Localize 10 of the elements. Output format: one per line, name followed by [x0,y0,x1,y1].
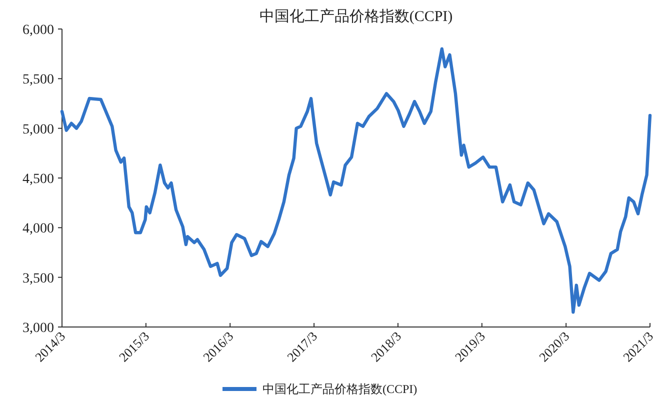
y-tick-label: 4,500 [22,172,54,187]
y-tick-label: 3,500 [22,271,54,286]
y-tick-label: 5,000 [22,122,54,138]
y-tick-label: 6,000 [22,23,54,38]
chart-title: 中国化工产品价格指数(CCPI) [259,8,453,25]
legend-label: 中国化工产品价格指数(CCPI) [262,382,418,396]
y-tick-label: 5,500 [22,72,54,88]
y-tick-label: 3,000 [22,321,54,336]
y-tick-label: 4,000 [22,222,54,237]
line-series [60,47,652,314]
